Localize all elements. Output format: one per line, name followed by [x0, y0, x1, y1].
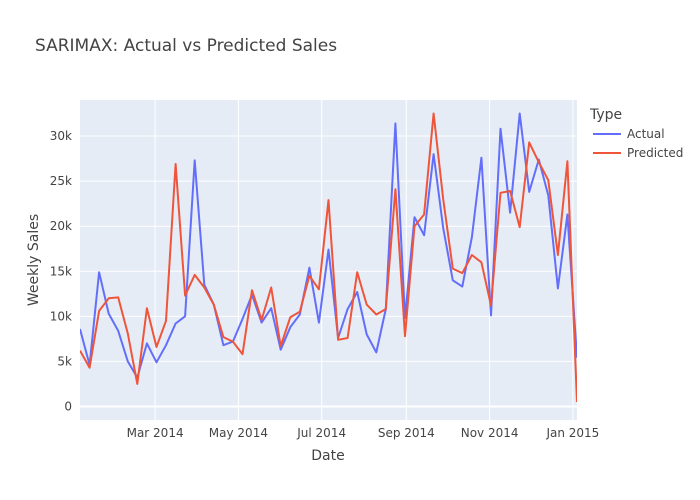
x-axis-ticks: Mar 2014 May 2014 Jul 2014 Sep 2014 Nov 2014…: [127, 426, 600, 440]
x-tick-label: Nov 2014: [461, 426, 519, 440]
series-lines: [80, 112, 577, 403]
x-tick-label: May 2014: [209, 426, 268, 440]
chart-title: SARIMAX: Actual vs Predicted Sales: [35, 36, 337, 56]
y-tick-label: 15k: [50, 264, 72, 278]
y-tick-label: 25k: [50, 174, 72, 188]
y-tick-label: 30k: [50, 129, 72, 143]
y-axis-ticks: 0 5k 10k 15k 20k 25k 30k: [50, 129, 72, 413]
legend-label: Predicted: [627, 146, 683, 160]
x-axis-title: Date: [311, 448, 344, 464]
legend-title: Type: [589, 107, 622, 123]
legend-label: Actual: [627, 127, 665, 141]
legend-item-actual[interactable]: Actual: [593, 127, 665, 141]
series-line-actual[interactable]: [80, 112, 577, 379]
series-line-predicted[interactable]: [80, 112, 577, 403]
y-axis-title: Weekly Sales: [26, 214, 42, 306]
y-tick-label: 10k: [50, 309, 72, 323]
y-tick-label: 0: [64, 399, 72, 413]
x-tick-label: Mar 2014: [127, 426, 184, 440]
y-tick-label: 20k: [50, 219, 72, 233]
x-tick-label: Sep 2014: [378, 426, 435, 440]
y-tick-label: 5k: [57, 354, 72, 368]
legend-item-predicted[interactable]: Predicted: [593, 146, 683, 160]
x-tick-label: Jan 2015: [545, 426, 599, 440]
x-tick-label: Jul 2014: [296, 426, 346, 440]
legend[interactable]: Type Actual Predicted: [589, 107, 683, 160]
